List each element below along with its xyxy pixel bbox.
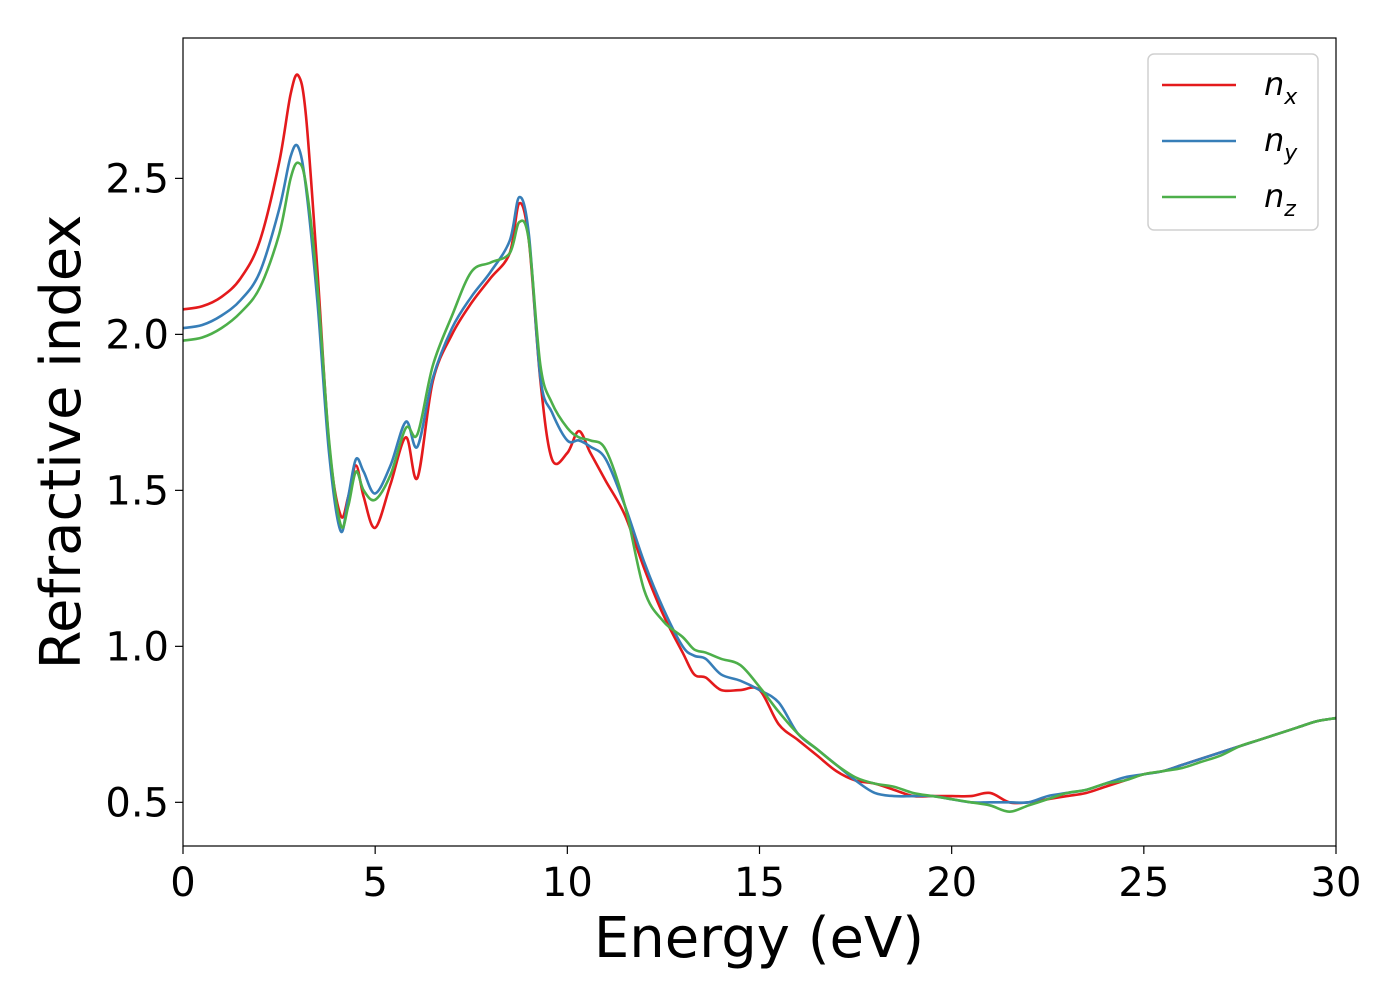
y-tick-label: 1.0 <box>105 624 169 670</box>
legend-label-n-x: nx <box>1264 65 1298 110</box>
series-line-n-z <box>182 161 1337 813</box>
x-tick-label: 0 <box>170 860 195 906</box>
axis-ticks: 0 5 10 15 20 25 30 0.5 1.0 1.5 2.0 2.5 <box>105 156 1361 906</box>
x-tick-label: 10 <box>542 860 593 906</box>
legend-label-n-z: nz <box>1264 177 1296 222</box>
y-tick-label: 2.5 <box>105 156 169 202</box>
legend-items: nx ny nz <box>1162 65 1298 222</box>
y-tick-label: 2.0 <box>105 312 169 358</box>
y-tick-label: 0.5 <box>105 780 169 826</box>
x-tick-label: 25 <box>1118 860 1169 906</box>
y-axis-title: Refractive index <box>29 215 94 670</box>
y-tick-label: 1.5 <box>105 468 169 514</box>
x-axis-title: Energy (eV) <box>594 906 924 971</box>
x-tick-label: 30 <box>1311 860 1362 906</box>
x-tick-label: 20 <box>926 860 977 906</box>
x-tick-label: 5 <box>362 860 387 906</box>
legend: nx ny nz <box>1147 53 1319 231</box>
series-layer <box>182 73 1337 813</box>
legend-label-n-y: ny <box>1264 121 1298 166</box>
x-tick-label: 15 <box>734 860 785 906</box>
